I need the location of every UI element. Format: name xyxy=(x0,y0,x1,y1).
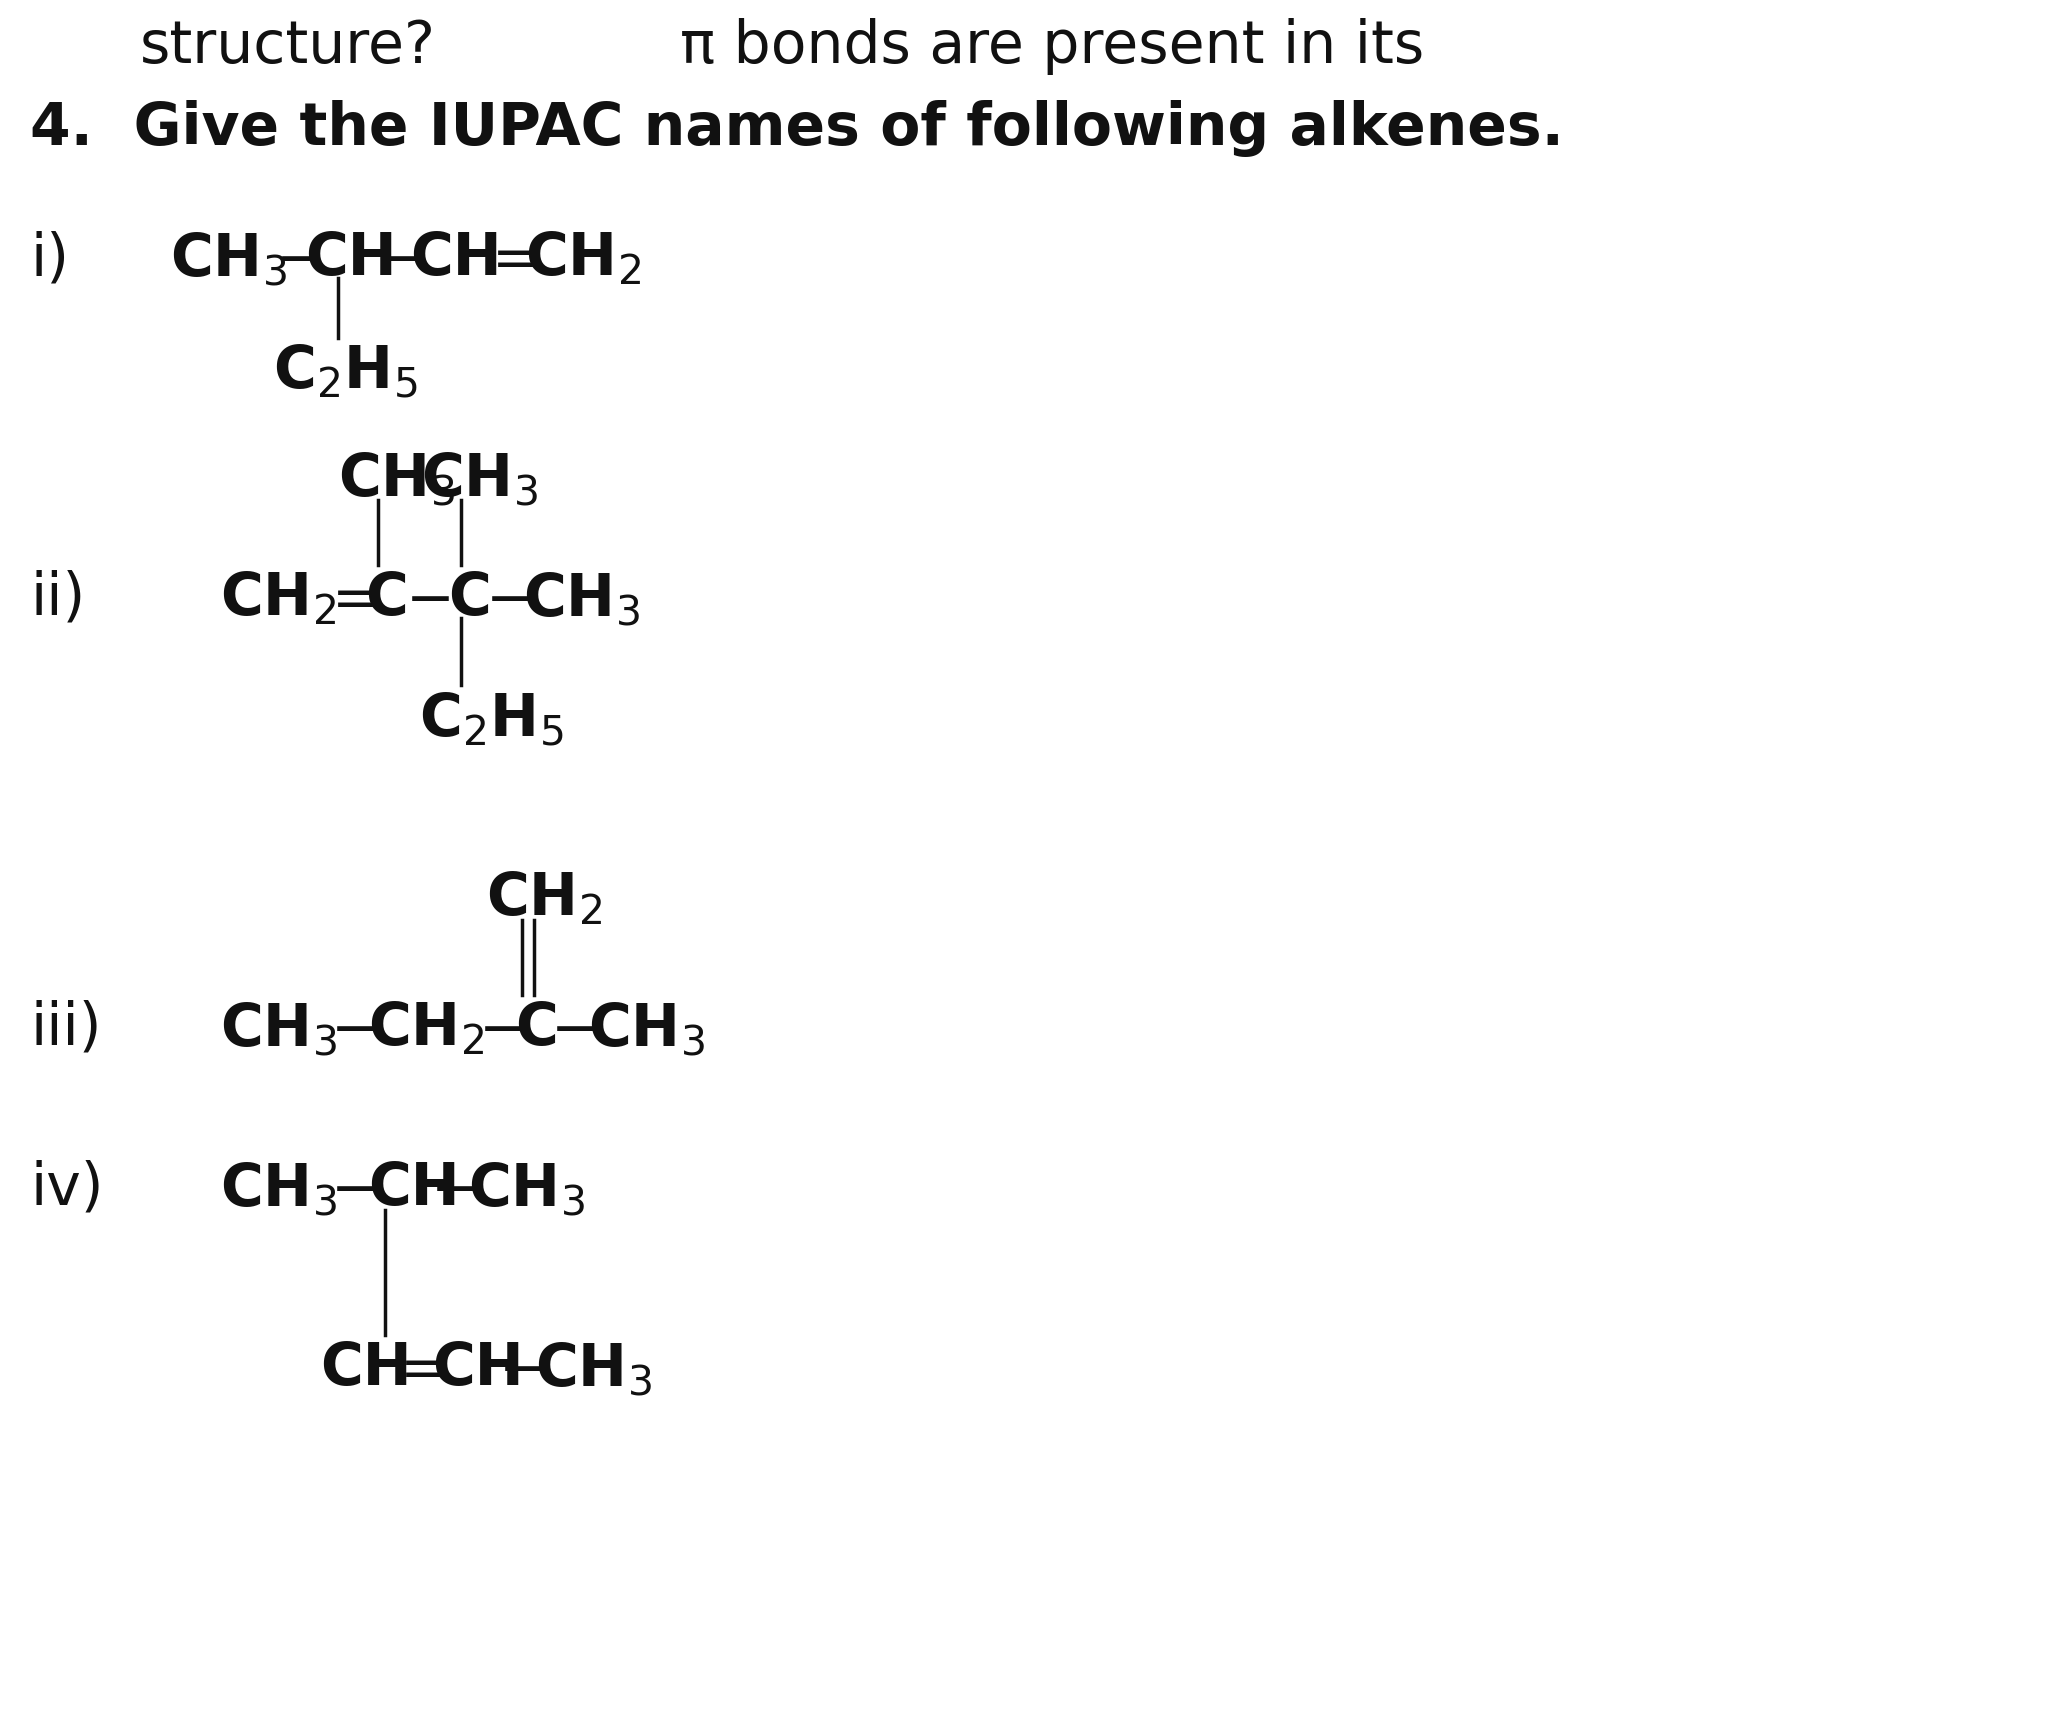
Text: C: C xyxy=(514,999,557,1056)
Text: $-$: $-$ xyxy=(276,230,319,287)
Text: C$_2$H$_5$: C$_2$H$_5$ xyxy=(274,342,418,399)
Text: $=$: $=$ xyxy=(389,1340,444,1397)
Text: $-$: $-$ xyxy=(374,230,420,287)
Text: $-$: $-$ xyxy=(329,1160,374,1217)
Text: CH$_3$: CH$_3$ xyxy=(422,450,539,508)
Text: CH: CH xyxy=(432,1340,525,1397)
Text: CH: CH xyxy=(321,1340,411,1397)
Text: 4.  Give the IUPAC names of following alkenes.: 4. Give the IUPAC names of following alk… xyxy=(31,100,1563,157)
Text: CH$_3$: CH$_3$ xyxy=(522,571,640,628)
Text: CH$_3$: CH$_3$ xyxy=(588,999,706,1058)
Text: CH$_3$: CH$_3$ xyxy=(337,450,455,508)
Text: i): i) xyxy=(31,230,70,287)
Text: ii): ii) xyxy=(31,571,84,628)
Text: CH$_3$: CH$_3$ xyxy=(535,1340,652,1399)
Text: π bonds are present in its: π bonds are present in its xyxy=(681,17,1423,74)
Text: CH$_2$: CH$_2$ xyxy=(525,230,642,287)
Text: CH$_3$: CH$_3$ xyxy=(220,999,337,1058)
Text: $-$: $-$ xyxy=(430,1160,475,1217)
Text: CH$_3$: CH$_3$ xyxy=(220,1160,337,1217)
Text: CH$_2$: CH$_2$ xyxy=(220,571,335,628)
Text: $-$: $-$ xyxy=(329,999,374,1056)
Text: C: C xyxy=(364,571,407,628)
Text: $-$: $-$ xyxy=(405,571,450,628)
Text: C: C xyxy=(448,571,492,628)
Text: $=$: $=$ xyxy=(321,571,376,628)
Text: structure?: structure? xyxy=(140,17,436,74)
Text: $-$: $-$ xyxy=(549,999,594,1056)
Text: $=$: $=$ xyxy=(479,230,537,287)
Text: CH$_3$: CH$_3$ xyxy=(171,230,288,289)
Text: CH$_3$: CH$_3$ xyxy=(469,1160,584,1217)
Text: $-$: $-$ xyxy=(485,571,531,628)
Text: CH$_2$: CH$_2$ xyxy=(485,870,603,927)
Text: CH$_2$: CH$_2$ xyxy=(368,999,483,1058)
Text: CH: CH xyxy=(409,230,502,287)
Text: iii): iii) xyxy=(31,999,101,1056)
Text: $-$: $-$ xyxy=(477,999,522,1056)
Text: $-$: $-$ xyxy=(498,1340,543,1397)
Text: CH: CH xyxy=(304,230,397,287)
Text: iv): iv) xyxy=(31,1160,103,1217)
Text: CH: CH xyxy=(368,1160,459,1217)
Text: C$_2$H$_5$: C$_2$H$_5$ xyxy=(420,690,564,749)
